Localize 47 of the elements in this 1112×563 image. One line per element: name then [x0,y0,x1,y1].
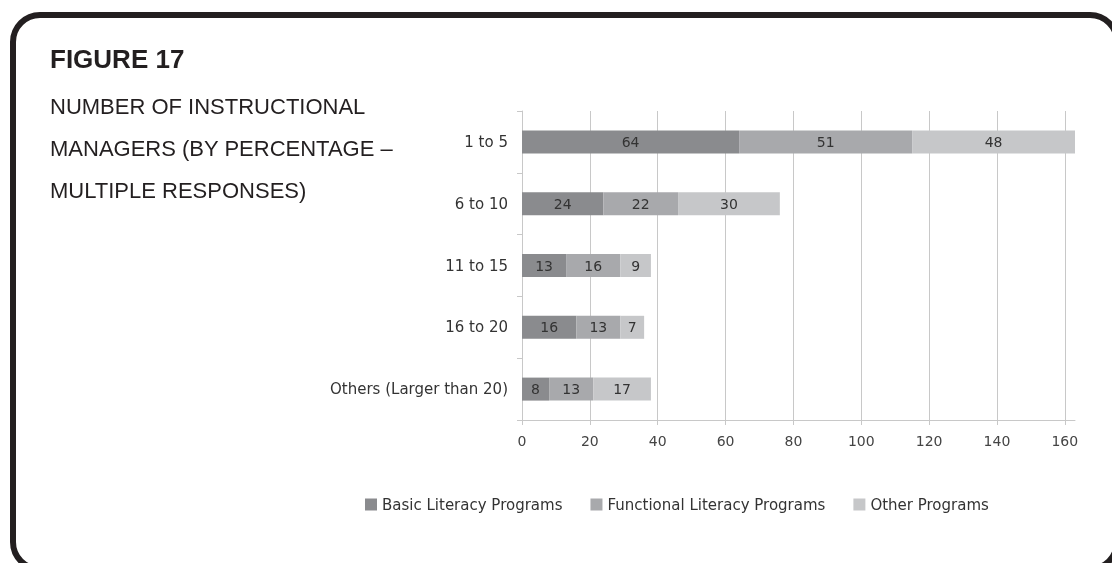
bar [522,254,567,277]
y-tick-label: Others (Larger than 20) [330,380,508,399]
y-tick-label: 1 to 5 [464,132,508,151]
bar [522,315,577,339]
data-label: 30 [720,195,738,212]
bar [522,192,604,216]
data-label: 48 [984,133,1003,150]
legend-label: Basic Literacy Programs [382,495,563,514]
data-label: 16 [584,257,603,274]
bar [522,130,740,154]
data-label: 13 [535,257,553,274]
text: NUMBER OF INSTRUCTIONAL MANAGERS (BY PERCENTAGE – MULTIPLE RESPONSES) [50,93,394,205]
x-tick-label: 40 [648,433,667,449]
data-label: 8 [531,381,541,398]
data-label: 13 [589,319,608,336]
y-tick-label: 16 to 20 [445,318,508,337]
data-label: 64 [621,133,640,150]
y-tick-label: 11 to 15 [445,256,508,275]
x-tick-label: 20 [580,433,599,449]
bar [576,315,621,339]
y-tick-label: 6 to 10 [454,194,508,213]
x-tick-label: 120 [915,433,943,449]
data-label: 13 [562,381,581,398]
x-tick-label: 0 [517,433,527,449]
text: FIGURE 17 [50,44,185,75]
x-tick-label: 140 [983,433,1011,449]
x-tick-label: 100 [847,433,875,449]
legend-label: Other Programs [870,495,990,514]
bar [620,315,645,339]
data-label: 24 [553,195,572,212]
x-tick-label: 60 [716,433,735,449]
data-label: 7 [627,319,637,336]
bar [620,254,651,277]
bar [566,254,621,277]
data-label: 16 [540,319,559,336]
bar [549,377,594,401]
bar [593,377,651,401]
legend-label: Functional Literacy Programs [607,495,826,514]
data-label: 9 [631,257,641,274]
bar [739,130,913,154]
bar [603,192,679,216]
data-label: 51 [816,133,835,150]
x-tick-label: 160 [1051,433,1079,449]
data-label: 22 [631,195,650,212]
data-label: 17 [613,381,631,398]
x-tick-label: 80 [784,433,803,449]
bar [522,377,550,401]
